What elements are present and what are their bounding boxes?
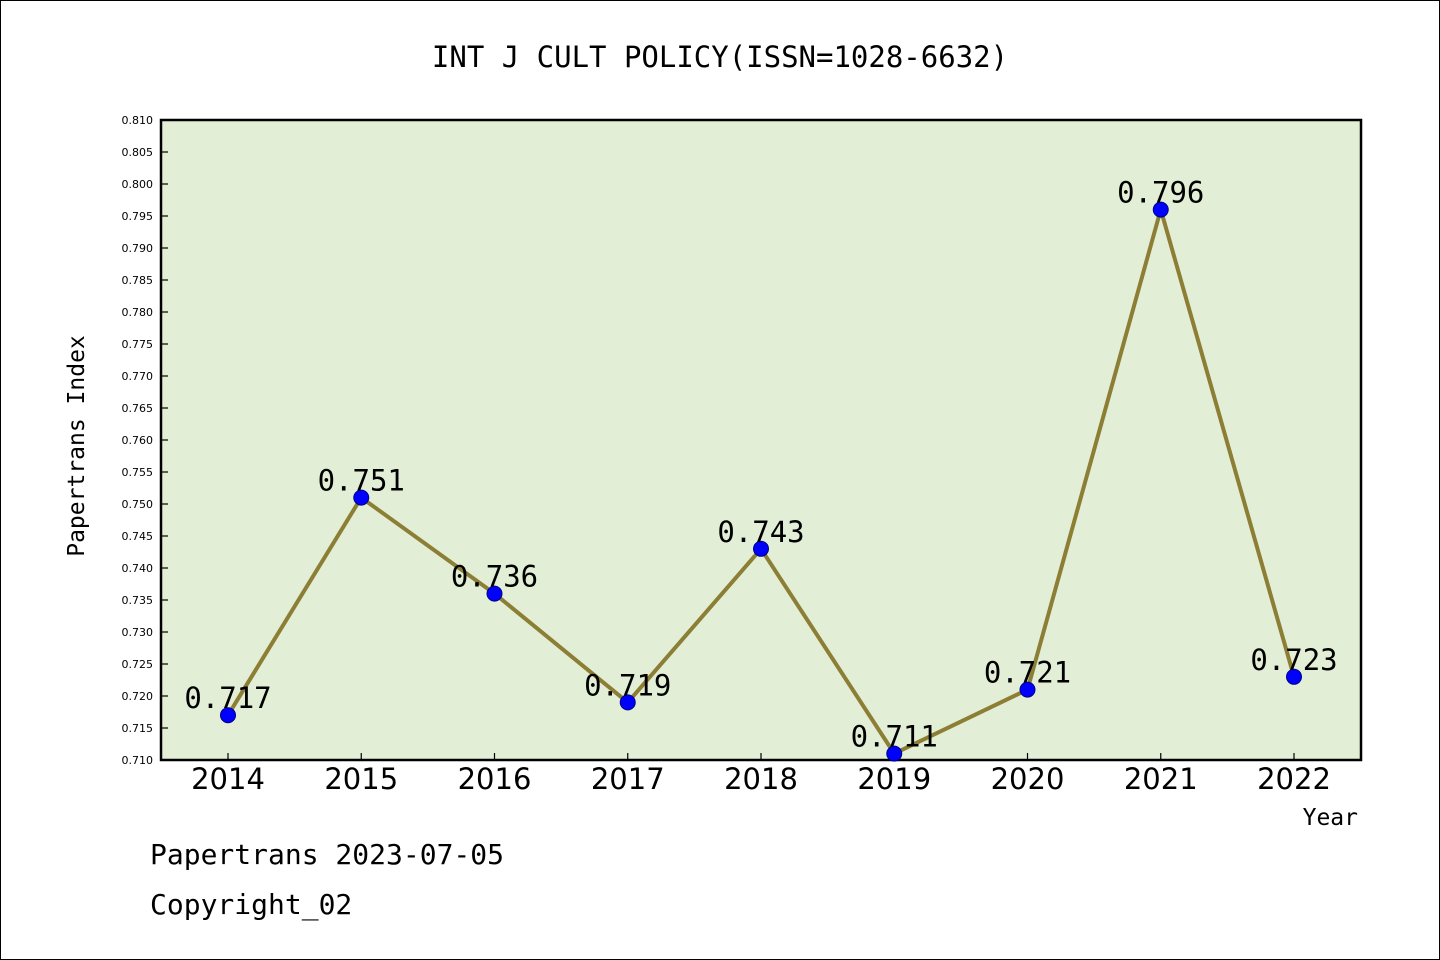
x-tick-label: 2021 xyxy=(1124,762,1198,796)
y-tick-label: 0.750 xyxy=(122,498,154,511)
x-tick-label: 2017 xyxy=(591,762,665,796)
x-axis-ticks: 2014 2015 2016 2017 2018 2019 2020 2021 2022 xyxy=(191,753,1331,796)
x-tick-label: 2018 xyxy=(724,762,798,796)
plot-area xyxy=(159,118,1363,762)
data-point xyxy=(1019,681,1036,698)
y-tick-label: 0.810 xyxy=(122,114,154,127)
y-tick-label: 0.710 xyxy=(122,754,154,767)
data-point xyxy=(486,585,503,602)
footer-copyright: Copyright_02 xyxy=(150,888,352,922)
y-axis-label: Papertrans Index xyxy=(64,335,90,557)
data-point xyxy=(619,694,636,711)
y-tick-label: 0.730 xyxy=(122,626,154,639)
data-label: 0.736 xyxy=(451,560,538,594)
y-tick-label: 0.775 xyxy=(122,338,154,351)
data-label: 0.751 xyxy=(318,464,405,498)
x-tick-label: 2015 xyxy=(324,762,398,796)
x-tick-label: 2022 xyxy=(1257,762,1331,796)
series-markers xyxy=(220,201,1302,762)
y-tick-label: 0.790 xyxy=(122,242,154,255)
y-tick-label: 0.725 xyxy=(122,658,154,671)
data-labels: 0.717 0.751 0.736 0.719 0.743 0.711 0.721 0.796… xyxy=(184,176,1337,754)
y-tick-label: 0.760 xyxy=(122,434,154,447)
y-tick-label: 0.785 xyxy=(122,274,154,287)
x-tick-label: 2014 xyxy=(191,762,265,796)
y-tick-label: 0.765 xyxy=(122,402,154,415)
y-tick-label: 0.805 xyxy=(122,146,154,159)
y-axis-ticks: 0.710 0.715 0.720 0.725 0.730 0.735 0.740 0.745… xyxy=(122,114,168,767)
y-tick-label: 0.720 xyxy=(122,690,154,703)
data-point xyxy=(886,745,903,762)
y-tick-label: 0.755 xyxy=(122,466,154,479)
data-point xyxy=(220,707,236,724)
footer-source: Papertrans 2023-07-05 xyxy=(150,838,504,871)
x-tick-label: 2016 xyxy=(458,762,532,796)
y-tick-label: 0.780 xyxy=(122,306,154,319)
x-axis-label: Year xyxy=(1303,805,1358,831)
data-label: 0.796 xyxy=(1117,176,1204,210)
y-tick-label: 0.745 xyxy=(122,530,154,543)
y-tick-label: 0.795 xyxy=(122,210,154,223)
y-tick-label: 0.715 xyxy=(122,722,154,735)
data-label: 0.743 xyxy=(717,515,804,549)
x-tick-label: 2020 xyxy=(991,762,1065,796)
data-point xyxy=(1286,668,1302,685)
data-point xyxy=(1152,201,1169,218)
data-point xyxy=(753,540,769,557)
y-tick-label: 0.735 xyxy=(122,594,154,607)
x-tick-label: 2019 xyxy=(857,762,931,796)
data-point xyxy=(353,489,370,506)
data-label: 0.723 xyxy=(1250,643,1337,677)
data-label: 0.717 xyxy=(184,681,271,715)
chart-title: INT J CULT POLICY(ISSN=1028-6632) xyxy=(432,40,1008,74)
y-tick-label: 0.800 xyxy=(122,178,154,191)
y-tick-label: 0.740 xyxy=(122,562,154,575)
data-label: 0.721 xyxy=(984,656,1071,690)
y-tick-label: 0.770 xyxy=(122,370,154,383)
data-label: 0.719 xyxy=(584,668,671,702)
data-label: 0.711 xyxy=(851,720,938,754)
